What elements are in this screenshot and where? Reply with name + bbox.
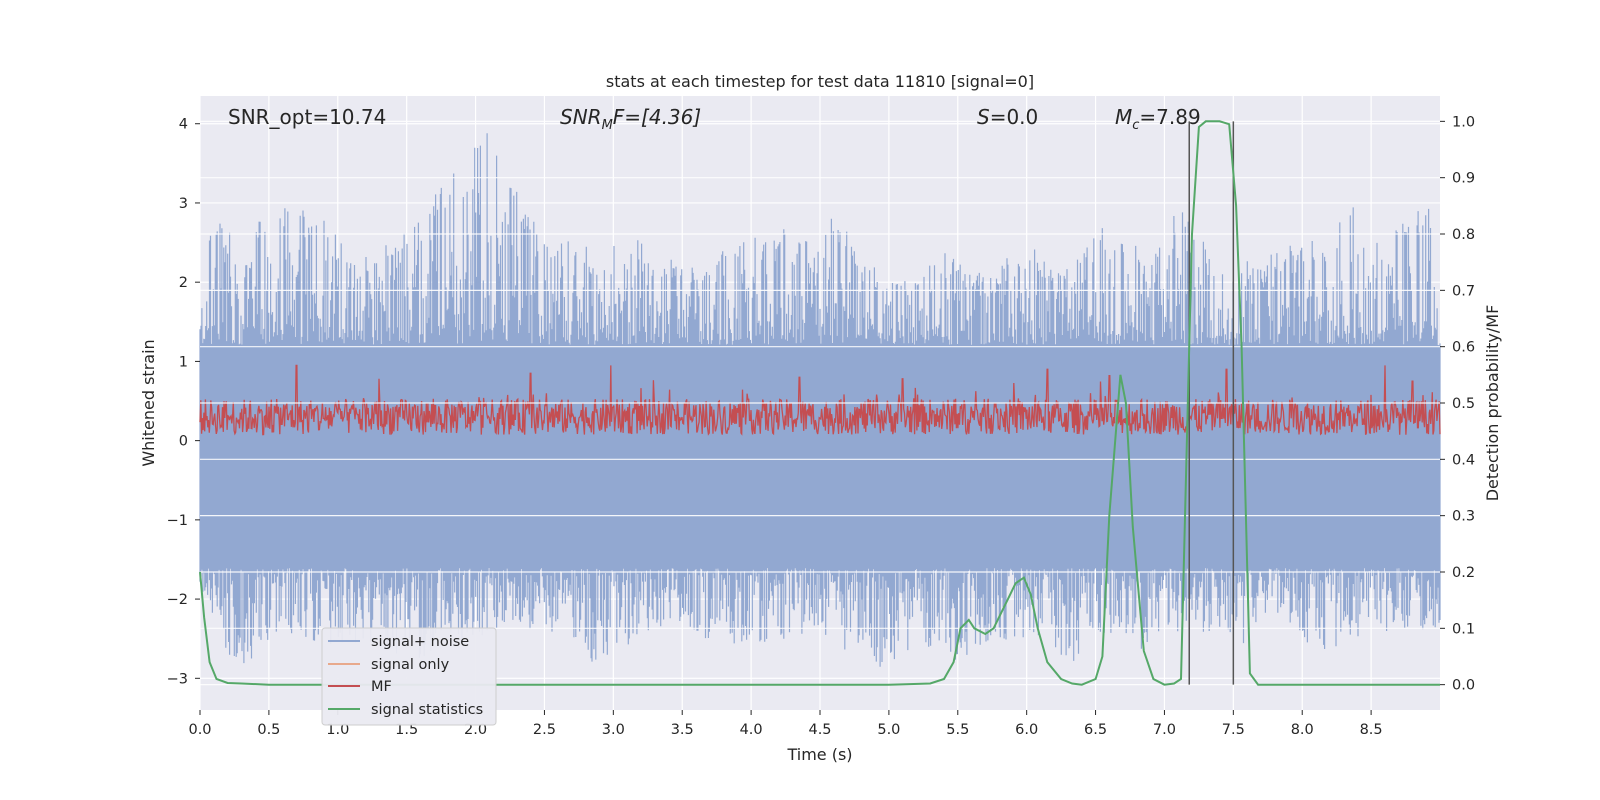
y-right-tick-label: 0.6 xyxy=(1452,340,1475,356)
x-tick-label: 6.5 xyxy=(1084,722,1107,738)
y-right-tick-label: 0.2 xyxy=(1452,565,1475,581)
x-tick-label: 2.5 xyxy=(533,722,556,738)
annotation-snr-opt: SNR_opt=10.74 xyxy=(228,105,386,129)
x-ticks: 0.0 0.5 1.0 1.5 2.0 2.5 3.0 3.5 4.0 4.5 5.0 5.5 6.0 6… xyxy=(188,710,1383,738)
y-right-tick-label: 0.9 xyxy=(1452,171,1475,187)
y-right-tick-label: 0.0 xyxy=(1452,678,1475,694)
x-tick-label: 7.0 xyxy=(1153,722,1176,738)
y-ticks-left: −3 −2 −1 0 1 2 3 4 xyxy=(167,117,200,687)
y-ticks-right: 0.0 0.1 0.2 0.3 0.4 0.5 0.6 0.7 0.8 0.9 1.0 xyxy=(1440,114,1475,694)
y-right-tick-label: 1.0 xyxy=(1452,114,1475,130)
x-tick-label: 4.5 xyxy=(808,722,831,738)
y-axis-label-right: Detection probability/MF xyxy=(1483,305,1502,502)
series-signal-statistics xyxy=(199,120,1440,686)
y-tick-label: 3 xyxy=(179,196,188,212)
y-tick-label: 2 xyxy=(179,275,188,291)
x-tick-label: 3.5 xyxy=(671,722,694,738)
x-tick-label: 5.0 xyxy=(877,722,900,738)
x-tick-label: 1.0 xyxy=(326,722,349,738)
y-tick-label: 1 xyxy=(179,354,188,370)
vertical-markers xyxy=(1188,121,1235,685)
y-tick-label: −3 xyxy=(167,671,188,687)
y-tick-label: 4 xyxy=(179,117,188,133)
legend-box xyxy=(321,627,497,726)
annotation-snr-mf: SNRMF=[4.36] xyxy=(560,105,701,133)
y-tick-label: −2 xyxy=(167,592,188,608)
y-axis-label-left: Whitened strain xyxy=(139,339,158,466)
legend: signal+ noise signal only MF signal stat… xyxy=(321,627,497,726)
y-right-tick-label: 0.1 xyxy=(1452,621,1475,637)
x-tick-label: 2.0 xyxy=(464,722,487,738)
y-right-tick-label: 0.5 xyxy=(1452,396,1475,412)
y-tick-label: 0 xyxy=(179,434,188,450)
y-right-tick-label: 0.3 xyxy=(1452,509,1475,525)
x-tick-label: 4.0 xyxy=(740,722,763,738)
x-tick-label: 6.0 xyxy=(1015,722,1038,738)
x-tick-label: 0.5 xyxy=(257,722,280,738)
signal-statistics-line xyxy=(199,120,1440,686)
annotation-mc: Mc=7.89 xyxy=(1115,105,1201,133)
chart-title: stats at each timestep for test data 118… xyxy=(606,72,1034,91)
x-tick-label: 0.0 xyxy=(188,722,211,738)
x-tick-label: 1.5 xyxy=(395,722,418,738)
legend-label-mf: MF xyxy=(371,679,392,695)
y-right-tick-label: 0.4 xyxy=(1452,452,1475,468)
x-tick-label: 5.5 xyxy=(946,722,969,738)
y-right-tick-label: 0.7 xyxy=(1452,283,1475,299)
x-tick-label: 7.5 xyxy=(1222,722,1245,738)
x-tick-label: 8.0 xyxy=(1291,722,1314,738)
legend-label-signal-noise: signal+ noise xyxy=(371,634,469,650)
x-tick-label: 3.0 xyxy=(602,722,625,738)
y-right-tick-label: 0.8 xyxy=(1452,227,1475,243)
legend-label-signal-statistics: signal statistics xyxy=(371,702,483,718)
x-tick-label: 8.5 xyxy=(1360,722,1383,738)
x-axis-label: Time (s) xyxy=(786,745,852,764)
annotation-s: S=0.0 xyxy=(977,105,1038,129)
legend-label-signal-only: signal only xyxy=(371,657,450,673)
y-tick-label: −1 xyxy=(167,513,188,529)
